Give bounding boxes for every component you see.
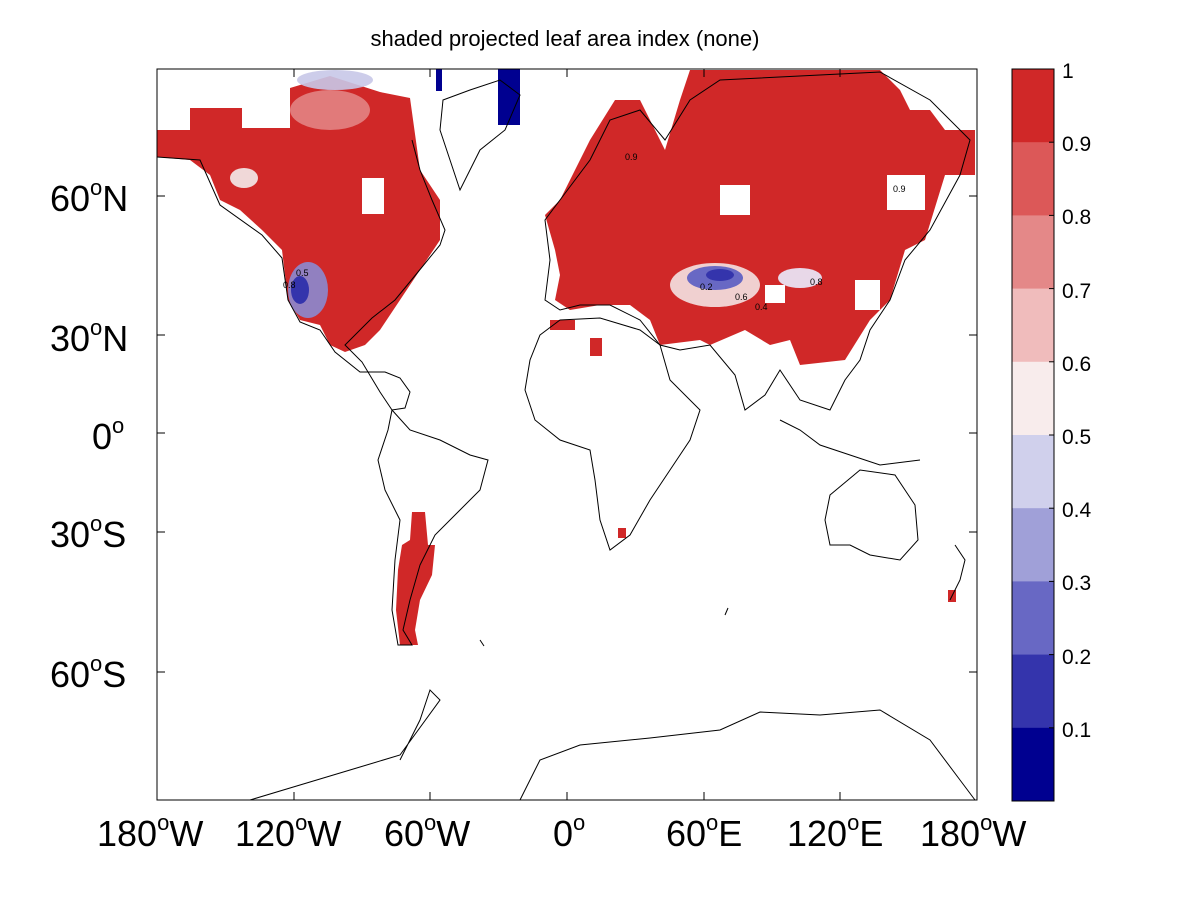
colorbar-swatch (1012, 361, 1054, 436)
colorbar-swatch (1012, 288, 1054, 363)
colorbar-tick-label: 0.8 (1062, 206, 1092, 230)
colorbar-tick-label: 1 (1062, 60, 1074, 83)
contour-label: 0.5 (296, 268, 309, 278)
colorbar-swatch (1012, 581, 1054, 656)
x-tick-label: 60oE (666, 810, 743, 854)
colorbar-tick-label: 0.9 (1062, 133, 1092, 157)
x-tick-label: 180oW (97, 810, 204, 854)
colorbar-swatch (1012, 435, 1054, 509)
colorbar-swatch (1012, 727, 1054, 802)
y-tick-label: 60oS (50, 651, 127, 695)
plot-title: shaded projected leaf area index (none) (370, 26, 760, 51)
colorbar-swatch (1012, 508, 1054, 582)
contour-labels: 0.9 0.8 0.5 0.6 0.4 0.2 0.8 0.9 (283, 152, 906, 312)
colorbar-swatch (1012, 69, 1054, 143)
y-tick-label: 0o (92, 413, 125, 457)
y-tick-label: 30oN (50, 315, 129, 359)
contour-label: 0.4 (755, 302, 768, 312)
y-tick-label: 30oS (50, 511, 127, 555)
colorbar-tick-label: 0.4 (1062, 499, 1092, 523)
frame-ticks (157, 69, 977, 800)
colorbar-tick-label: 0.7 (1062, 279, 1092, 303)
contour-label: 0.8 (283, 280, 296, 290)
x-tick-label: 0o (553, 810, 586, 854)
colorbar-tick-label: 0.6 (1062, 352, 1092, 376)
contour-label: 0.8 (810, 277, 823, 287)
colorbar-tick-label: 0.5 (1062, 426, 1092, 449)
shaded-regions (157, 69, 975, 645)
x-tick-label: 120oW (235, 810, 342, 854)
contour-label: 0.6 (735, 292, 748, 302)
x-tick-label: 180oW (920, 810, 1027, 854)
x-tick-label: 120oE (787, 810, 884, 854)
colorbar-tick-label: 0.3 (1062, 572, 1092, 596)
colorbar (1011, 68, 1055, 802)
y-tick-label: 60oN (50, 175, 129, 219)
colorbar-tick-label: 0.1 (1062, 718, 1092, 742)
colorbar-tick-label: 0.2 (1062, 645, 1092, 669)
contour-label: 0.9 (893, 184, 906, 194)
contour-label: 0.9 (625, 152, 638, 162)
colorbar-swatch (1012, 215, 1054, 290)
x-tick-label: 60oW (384, 810, 471, 854)
region-patagonia (396, 512, 435, 645)
contour-label: 0.2 (700, 282, 713, 292)
colorbar-swatch (1012, 654, 1054, 729)
coastlines (156, 71, 976, 801)
colorbar-swatch (1012, 142, 1054, 216)
region-north-america (157, 76, 440, 352)
